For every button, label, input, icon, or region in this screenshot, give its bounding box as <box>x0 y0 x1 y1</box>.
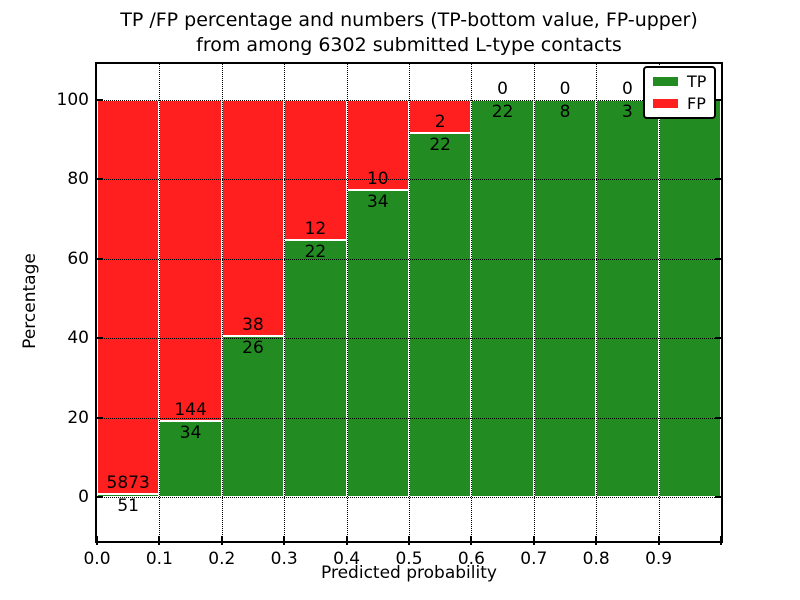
x-tick-label: 0.2 <box>208 549 236 569</box>
tp-count-label: 3 <box>621 101 633 122</box>
v-gridline <box>658 64 660 541</box>
tp-count-label: 34 <box>366 192 389 213</box>
v-gridline <box>471 64 473 541</box>
x-tick-label: 0.3 <box>270 549 298 569</box>
fp-count-label: 12 <box>304 219 327 240</box>
bar-segment-tp <box>346 190 409 498</box>
legend-label-fp: FP <box>687 94 706 113</box>
x-tick-label: 0.0 <box>83 549 111 569</box>
bar-segment-tp <box>97 493 160 498</box>
tp-count-label: 26 <box>242 337 264 358</box>
tp-count-label: 34 <box>179 423 202 444</box>
x-tick-mark <box>470 536 473 545</box>
x-tick-mark <box>408 536 410 545</box>
legend-entry-tp: TP <box>653 72 707 91</box>
y-tick-mark-left <box>97 257 103 260</box>
bar-segment-fp <box>159 99 222 422</box>
bar-segment-tp <box>471 99 534 498</box>
x-tick-mark <box>220 536 223 545</box>
y-tick-mark-right <box>715 496 721 499</box>
bar-segment-tp <box>284 240 347 498</box>
fp-count-label: 10 <box>366 169 389 190</box>
v-gridline <box>159 64 161 541</box>
y-tick-mark-left <box>97 496 103 499</box>
x-tick-label: 0.5 <box>395 549 423 569</box>
bar-segment-tp <box>159 421 222 498</box>
tp-color-swatch-icon <box>653 77 678 86</box>
x-tick-label: 0.9 <box>645 549 673 569</box>
x-tick-label: 0.4 <box>333 549 361 569</box>
fp-count-label: 144 <box>174 400 207 421</box>
fp-count-label: 5873 <box>106 472 150 493</box>
tp-count-label: 8 <box>559 101 571 122</box>
y-tick-label: 0 <box>78 487 89 508</box>
legend: TP FP <box>643 66 717 119</box>
fp-count-label: 0 <box>559 78 571 99</box>
v-gridline <box>346 64 348 541</box>
y-tick-mark-left <box>97 337 103 340</box>
y-tick-label: 80 <box>67 169 89 190</box>
x-tick-mark <box>595 536 598 545</box>
y-tick-mark-left <box>97 416 103 419</box>
v-gridline <box>596 64 598 541</box>
x-tick-label: 0.1 <box>145 549 173 569</box>
bar-segment-tp <box>596 99 659 498</box>
chart-title: TP /FP percentage and numbers (TP-bottom… <box>9 8 800 58</box>
v-gridline <box>284 64 286 541</box>
y-tick-mark-right <box>715 98 721 101</box>
plot-area: TP FP 5873 51 144 34 38 26 12 22 10 34 2 22 0 22 0 8 0 3 0… <box>57 62 723 569</box>
tp-count-label: 22 <box>304 242 327 263</box>
bar-segment-fp <box>221 99 285 336</box>
x-tick-mark <box>345 536 348 545</box>
fp-count-label: 38 <box>242 314 264 335</box>
fp-count-label: 0 <box>497 78 509 99</box>
x-tick-label: 0.6 <box>457 549 485 569</box>
y-tick-mark-left <box>97 178 103 181</box>
chart-title-line2: from among 6302 submitted L-type contact… <box>196 34 622 56</box>
y-tick-label: 60 <box>67 248 89 269</box>
y-tick-mark-right <box>715 416 721 419</box>
x-tick-mark <box>283 536 286 545</box>
v-gridline <box>533 64 535 541</box>
tp-count-label: 22 <box>491 101 514 122</box>
tp-count-label: 51 <box>117 495 140 516</box>
x-tick-mark <box>532 536 535 545</box>
y-tick-mark-left <box>97 98 103 101</box>
x-tick-label: 0.8 <box>582 549 610 569</box>
x-tick-label: 0.7 <box>520 549 548 569</box>
fp-count-label: 0 <box>621 78 633 99</box>
bar-segment-fp <box>409 99 472 133</box>
bar-segment-fp <box>97 99 160 494</box>
y-tick-mark-right <box>715 337 721 340</box>
v-gridline <box>221 64 223 541</box>
bar-segment-tp <box>533 99 597 498</box>
x-axis-label: Predicted probability <box>321 563 497 583</box>
x-tick-mark <box>96 536 98 545</box>
y-tick-mark-right <box>715 178 721 181</box>
x-tick-mark <box>720 536 722 545</box>
y-tick-label: 100 <box>56 89 89 110</box>
y-tick-label: 40 <box>67 328 89 349</box>
fp-count-label: 2 <box>434 111 446 132</box>
legend-entry-fp: FP <box>653 94 706 113</box>
legend-label-tp: TP <box>687 72 707 91</box>
bar-segment-tp <box>658 99 721 498</box>
bar-segment-tp <box>409 132 472 498</box>
y-tick-label: 20 <box>67 407 89 428</box>
v-gridline <box>409 64 410 541</box>
bar-segment-tp <box>221 335 285 498</box>
x-tick-mark <box>158 536 161 545</box>
tp-count-label: 22 <box>429 134 452 155</box>
chart-title-line1: TP /FP percentage and numbers (TP-bottom… <box>120 9 698 31</box>
fp-color-swatch-icon <box>653 99 678 108</box>
y-tick-mark-right <box>715 257 721 260</box>
x-tick-mark <box>657 536 660 545</box>
